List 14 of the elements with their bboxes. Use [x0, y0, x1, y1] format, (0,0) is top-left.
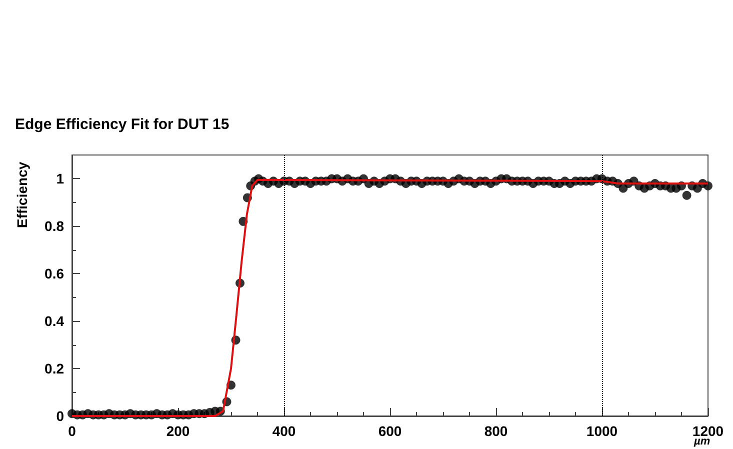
y-tick-label: 0.4 — [44, 313, 64, 330]
y-axis-title: Efficiency — [14, 162, 30, 228]
y-tick-label: 0.2 — [44, 360, 64, 377]
y-tick-label: 0 — [56, 408, 64, 424]
chart-title: Edge Efficiency Fit for DUT 15 — [15, 116, 230, 133]
x-tick-label: 800 — [484, 423, 508, 439]
x-tick-label: 1000 — [586, 423, 618, 439]
y-tick-label: 0.6 — [44, 266, 64, 282]
y-tick-label: 1 — [56, 170, 64, 187]
x-tick-label: 600 — [378, 423, 402, 439]
y-tick-label: 0.8 — [44, 218, 64, 234]
x-tick-label: 0 — [68, 423, 76, 439]
x-tick-label: 200 — [166, 423, 190, 439]
x-tick-label: 400 — [272, 423, 296, 439]
